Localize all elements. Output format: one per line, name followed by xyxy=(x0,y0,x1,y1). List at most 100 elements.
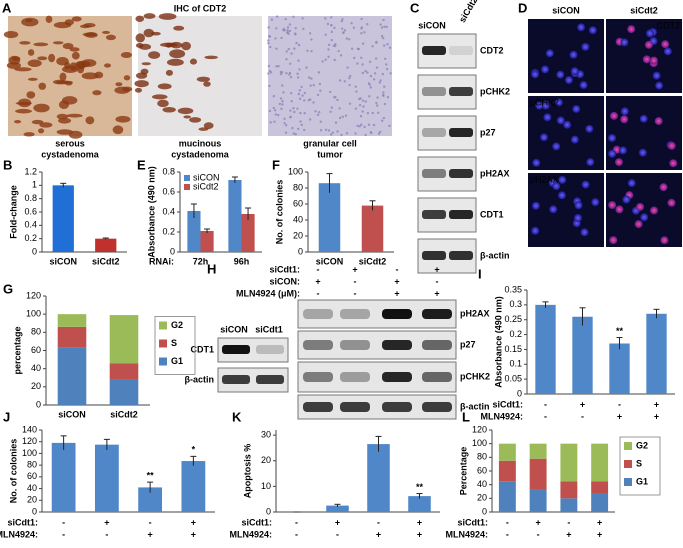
ihc-stain xyxy=(319,120,322,123)
condition-sign: + xyxy=(597,517,602,527)
condition-sign: - xyxy=(377,517,380,527)
ihc-stain xyxy=(338,116,342,120)
ihc-stain xyxy=(53,21,72,29)
ihc-stain xyxy=(281,100,284,103)
if-nucleus xyxy=(655,81,664,90)
ihc-stain xyxy=(318,110,321,114)
bar xyxy=(94,444,119,512)
y-tick-label: 0.8 xyxy=(24,193,37,203)
y-tick-label: 0.6 xyxy=(24,206,37,216)
ihc-stain xyxy=(135,72,148,79)
ihc-stain xyxy=(61,65,79,73)
ihc-stain xyxy=(297,92,301,96)
bar xyxy=(535,304,556,394)
ihc-stain xyxy=(115,115,131,123)
ihc-stain xyxy=(37,56,48,61)
marker-label: pH2AX xyxy=(530,174,559,184)
ihc-stain xyxy=(38,82,47,90)
ihc-stain xyxy=(105,34,117,41)
ihc-stain xyxy=(286,26,290,29)
ihc-stain xyxy=(375,41,378,44)
if-nucleus xyxy=(570,135,579,144)
if-nucleus xyxy=(580,228,589,237)
condition-sign: + xyxy=(654,411,659,421)
blot-band xyxy=(303,372,333,382)
ihc-stain xyxy=(345,132,349,135)
ihc-stain xyxy=(327,55,330,58)
if-nucleus xyxy=(608,134,617,143)
y-tick-label: 20 xyxy=(27,495,37,505)
ihc-stain xyxy=(299,120,302,123)
ihc-stain xyxy=(305,66,308,69)
condition-sign: + xyxy=(352,264,357,274)
condition-sign: - xyxy=(506,529,509,539)
if-nucleus xyxy=(532,158,541,167)
if-nucleus xyxy=(663,47,672,56)
blot-band xyxy=(340,309,370,319)
blot-band xyxy=(449,46,473,55)
ihc-stain xyxy=(134,87,142,93)
ihc-stain xyxy=(14,67,32,72)
error-bar xyxy=(579,307,586,326)
if-nucleus xyxy=(577,23,586,32)
ihc-stain xyxy=(314,110,317,113)
if-nucleus xyxy=(659,183,668,192)
bar xyxy=(529,489,547,512)
if-nucleus xyxy=(556,70,565,79)
y-tick-label: 20 xyxy=(31,381,41,391)
x-tick-label: 72h xyxy=(193,256,209,266)
ihc-stain xyxy=(321,60,324,63)
y-tick-label: 100 xyxy=(472,438,487,448)
lane-label: siCdt2 xyxy=(457,0,479,24)
legend-swatch xyxy=(624,442,632,450)
ihc-stain xyxy=(284,131,288,134)
ihc-stain xyxy=(112,125,124,135)
error-bar xyxy=(542,301,549,308)
blot-band xyxy=(303,309,333,319)
ihc-stain xyxy=(330,38,333,42)
ihc-stain xyxy=(267,42,270,45)
condition-sign: - xyxy=(618,399,621,409)
ihc-stain xyxy=(334,95,337,99)
ihc-stain xyxy=(274,37,277,40)
ihc-stain xyxy=(151,94,168,100)
y-tick-label: 0.4 xyxy=(162,206,175,216)
ihc-stain xyxy=(294,26,297,30)
ihc-stain xyxy=(358,97,361,101)
ihc-stain xyxy=(177,107,194,115)
ihc-stain xyxy=(141,62,151,66)
ihc-stain xyxy=(48,53,56,63)
ihc-stain xyxy=(324,17,327,20)
y-tick-label: 0.2 xyxy=(509,329,522,339)
if-nucleus xyxy=(585,124,594,133)
legend-label: siCdt2 xyxy=(193,181,219,191)
image-caption: cystadenoma xyxy=(41,149,100,159)
ihc-stain xyxy=(158,13,177,20)
condition-sign: + xyxy=(376,529,381,539)
blot-band xyxy=(222,375,250,384)
blot-band xyxy=(340,372,370,382)
y-tick-label: 0 xyxy=(482,506,487,516)
bar xyxy=(646,313,667,394)
ihc-stain xyxy=(275,47,278,50)
bar xyxy=(591,443,609,482)
ihc-stain xyxy=(330,30,334,34)
ihc-stain xyxy=(333,58,336,62)
condition-sign: + xyxy=(617,411,622,421)
ihc-stain xyxy=(303,111,306,115)
y-tick-label: 60 xyxy=(477,465,487,475)
ihc-stain xyxy=(297,43,301,47)
image-caption: serous xyxy=(55,138,85,148)
ihc-stain xyxy=(71,51,80,60)
ihc-stain xyxy=(38,128,45,134)
ihc-stain xyxy=(71,16,82,22)
y-tick-label: 0 xyxy=(32,246,37,256)
ihc-stain xyxy=(382,91,385,94)
if-image xyxy=(528,173,604,247)
condition-label: siCdt1: xyxy=(7,517,38,527)
ihc-stain xyxy=(61,96,78,105)
x-tick-label: siCON xyxy=(316,256,344,266)
bar xyxy=(498,481,516,512)
ihc-stain xyxy=(66,113,83,118)
y-tick-label: 0 xyxy=(298,246,303,256)
